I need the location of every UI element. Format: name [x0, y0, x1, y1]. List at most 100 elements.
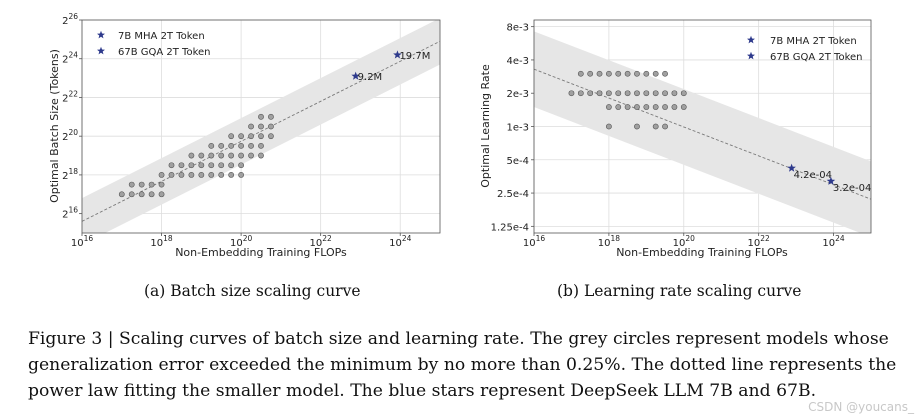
chart-a-legend: 7B MHA 2T Token 67B GQA 2T Token	[97, 30, 211, 58]
chart-a-xtick-label-1: 1018	[150, 234, 173, 249]
chart-b-legend-star-0	[747, 35, 755, 44]
chart-b-circle-point	[587, 70, 594, 77]
chart-a-frame	[81, 19, 441, 234]
chart-b-circle-point	[615, 90, 622, 97]
chart-b-circle-point	[652, 104, 659, 110]
chart-b-circle-point	[652, 123, 659, 130]
chart-b-circle-point	[634, 104, 640, 110]
chart-b-circle-point	[680, 90, 687, 97]
chart-a-circle-point	[168, 162, 175, 169]
chart-a-circle-point	[158, 181, 165, 188]
chart-a-circle-point	[158, 191, 165, 198]
figure-caption: Figure 3 | Scaling curves of batch size …	[28, 329, 897, 401]
chart-b-ytick-label-6: 8e-3	[507, 23, 530, 34]
chart-b-circle-point	[634, 123, 640, 130]
chart-b-circle-point	[624, 104, 631, 110]
chart-b-circle-point	[652, 90, 659, 97]
chart-b-circle-point	[615, 70, 622, 77]
chart-a-xtick-label-2: 1020	[230, 234, 253, 249]
chart-b-star-0	[787, 163, 796, 172]
chart-b-circle-point	[643, 70, 650, 77]
chart-b-circle-point	[634, 70, 640, 77]
chart-b-circle-point	[662, 70, 668, 77]
chart-a-ytick-label-5: 226	[62, 12, 78, 27]
subcaption-b: (b) Learning rate scaling curve	[557, 282, 802, 300]
chart-a-circle-point	[198, 162, 205, 169]
chart-a-circle-point	[208, 152, 215, 159]
chart-a-xtick-label-4: 1024	[389, 234, 412, 249]
chart-b-circle-point	[605, 70, 612, 77]
chart-b-ytick-label-1: 2.5e-4	[497, 189, 529, 200]
chart-a-xtick-label-0: 1016	[71, 234, 94, 249]
chart-a-xlabel: Non-Embedding Training FLOPs	[175, 246, 347, 259]
chart-a-star-1	[393, 50, 402, 59]
chart-a-circle-point	[238, 152, 245, 159]
chart-b-circle-point	[662, 104, 668, 110]
chart-a-circle-point	[258, 113, 264, 120]
chart-a-xtick-label-3: 1022	[310, 234, 333, 249]
chart-a-legend-star-0	[97, 30, 105, 39]
chart-a-circle-point	[208, 142, 215, 149]
chart-b-legend-label-1: 67B GQA 2T Token	[770, 52, 863, 63]
chart-a-fit-line	[82, 40, 440, 222]
chart-a-circle-point	[118, 191, 125, 198]
chart-b-xlabel: Non-Embedding Training FLOPs	[616, 246, 788, 259]
chart-b-ytick-label-5: 4e-3	[507, 56, 530, 67]
chart-a-circle-point	[258, 123, 264, 130]
chart-b-legend: 7B MHA 2T Token 67B GQA 2T Token	[747, 35, 863, 63]
chart-b-circle-point	[587, 90, 594, 97]
chart-a-circle-point	[178, 162, 185, 169]
chart-a-circle-point	[188, 162, 195, 169]
chart-b-data-layer	[534, 31, 871, 233]
chart-b-legend-star-1	[747, 51, 755, 60]
chart-a-star-label-1: 19.7M	[399, 51, 430, 62]
chart-b-circle-point	[643, 90, 650, 97]
chart-a-ytick-label-1: 218	[62, 167, 78, 182]
chart-a-circle-point	[228, 133, 235, 140]
chart-a-circle-point	[148, 191, 155, 198]
chart-b-ytick-label-4: 2e-3	[507, 89, 530, 100]
chart-b-ylabel: Optimal Learning Rate	[479, 64, 492, 188]
chart-b-circle-point	[605, 104, 612, 110]
chart-a-circle-point	[148, 181, 155, 188]
chart-b-xtick-label-0: 1016	[523, 234, 546, 249]
chart-a-circle-point	[258, 152, 264, 159]
chart-b-circle-point	[624, 70, 631, 77]
chart-a-circle-point	[268, 133, 274, 140]
chart-a-circle-point	[218, 162, 225, 169]
chart-b-circle-point	[596, 90, 603, 97]
chart-a-circle-point	[218, 142, 225, 149]
chart-a-ytick-label-3: 222	[62, 89, 78, 104]
chart-a-circle-point	[208, 162, 215, 169]
batch-size-chart: Non-Embedding Training FLOPs Optimal Bat…	[48, 12, 441, 259]
chart-a-circle-point	[138, 181, 145, 188]
chart-a-circle-point	[238, 162, 245, 169]
chart-b-confidence-band	[534, 31, 871, 233]
chart-b-xtick-label-3: 1022	[748, 234, 771, 249]
chart-a-circle-point	[248, 133, 254, 140]
chart-a-circle-point	[218, 152, 225, 159]
chart-a-circle-point	[138, 191, 145, 198]
chart-a-circle-point	[238, 133, 245, 140]
chart-a-circle-point	[228, 162, 235, 169]
chart-a-circle-point	[158, 172, 165, 178]
chart-b-circle-point	[568, 90, 575, 97]
chart-b-circle-point	[662, 90, 668, 97]
chart-b-circle-point	[671, 104, 678, 110]
chart-a-star-0	[351, 71, 360, 80]
chart-b-circle-point	[624, 90, 631, 97]
chart-b-circle-point	[662, 123, 668, 130]
chart-b-circle-point	[634, 90, 640, 97]
chart-a-circle-point	[258, 142, 264, 149]
chart-a-circle-point	[128, 191, 135, 198]
chart-a-circle-point	[228, 172, 235, 178]
chart-a-circle-point	[248, 152, 254, 159]
chart-b-star-label-0: 4.2e-04	[794, 170, 832, 181]
chart-b-circle-point	[605, 90, 612, 97]
chart-b-circle-point	[605, 123, 612, 130]
chart-b-circle-point	[671, 90, 678, 97]
chart-a-legend-label-1: 67B GQA 2T Token	[118, 47, 211, 58]
chart-a-circle-point	[218, 172, 225, 178]
chart-b-ytick-label-3: 1e-3	[507, 123, 530, 134]
chart-a-ylabel: Optimal Batch Size (Tokens)	[48, 49, 61, 203]
